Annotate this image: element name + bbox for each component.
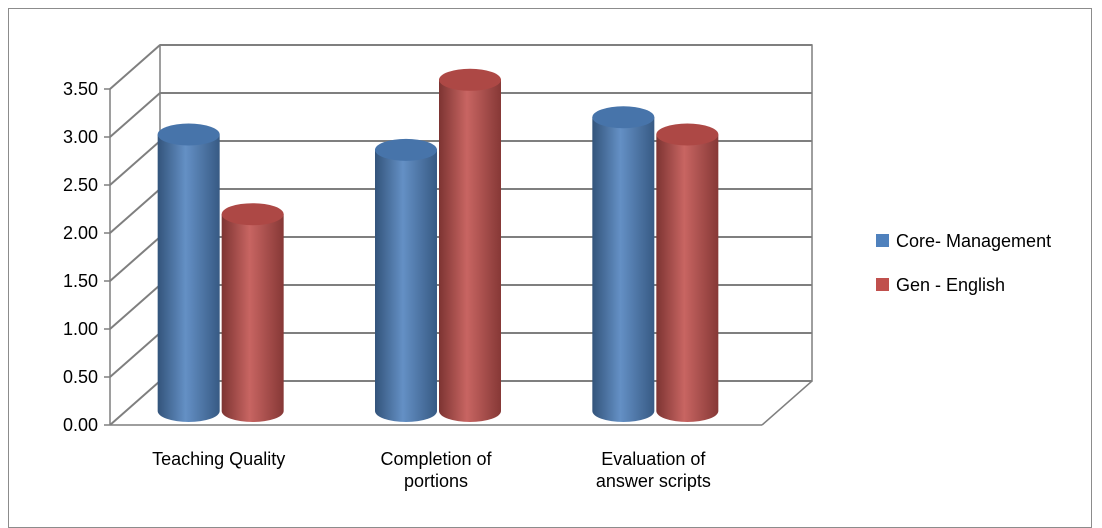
legend: Core- Management Gen - English xyxy=(876,231,1051,295)
legend-swatch xyxy=(876,234,889,247)
bar xyxy=(439,68,501,422)
bars xyxy=(157,68,719,423)
y-tick-label: 1.50 xyxy=(63,271,98,291)
bar-top xyxy=(157,123,220,146)
y-tick-label: 3.00 xyxy=(63,127,98,147)
side-wall-line xyxy=(109,44,161,90)
legend-label: Core- Management xyxy=(896,231,1051,251)
legend-swatch xyxy=(876,278,889,291)
side-wall-line xyxy=(109,188,161,234)
x-tick-label: Evaluation of answer scripts xyxy=(596,449,711,491)
y-tick-label: 0.00 xyxy=(63,415,98,435)
bar xyxy=(656,123,719,422)
y-tick-label: 2.00 xyxy=(63,223,98,243)
side-wall-line xyxy=(109,140,161,186)
bar xyxy=(221,203,284,422)
legend-label: Gen - English xyxy=(896,275,1005,295)
bar-body xyxy=(375,149,437,422)
side-wall-line xyxy=(109,380,161,426)
legend-item: Core- Management xyxy=(876,231,1051,251)
bar xyxy=(592,106,655,423)
bar-top xyxy=(375,138,437,161)
bar-top xyxy=(439,68,501,91)
bar-body xyxy=(221,214,284,422)
side-wall-line xyxy=(109,284,161,330)
bar-body xyxy=(157,134,220,422)
bar xyxy=(375,138,437,422)
bar-body xyxy=(592,117,655,423)
y-tick-label: 3.50 xyxy=(63,79,98,99)
side-wall-line xyxy=(109,92,161,138)
bar-top xyxy=(656,123,719,146)
side-wall-line xyxy=(109,236,161,282)
axis-labels: 0.00 0.50 1.00 1.50 2.00 2.50 3.00 3.50 Teaching… xyxy=(63,79,711,491)
bar-body xyxy=(656,134,719,422)
bar-top xyxy=(592,106,655,129)
y-tick-label: 1.00 xyxy=(63,319,98,339)
side-wall-line xyxy=(109,332,161,378)
bar xyxy=(157,123,220,422)
legend-item: Gen - English xyxy=(876,275,1005,295)
bar-body xyxy=(439,79,501,422)
y-tick-label: 2.50 xyxy=(63,175,98,195)
bar-top xyxy=(221,203,284,226)
x-tick-label: Teaching Quality xyxy=(152,449,285,469)
floor-edge xyxy=(761,380,813,426)
axes xyxy=(104,88,813,426)
x-tick-label: Completion of portions xyxy=(380,449,492,491)
bar-chart: 0.00 0.50 1.00 1.50 2.00 2.50 3.00 3.50 Teaching… xyxy=(63,44,1051,491)
y-tick-label: 0.50 xyxy=(63,367,98,387)
